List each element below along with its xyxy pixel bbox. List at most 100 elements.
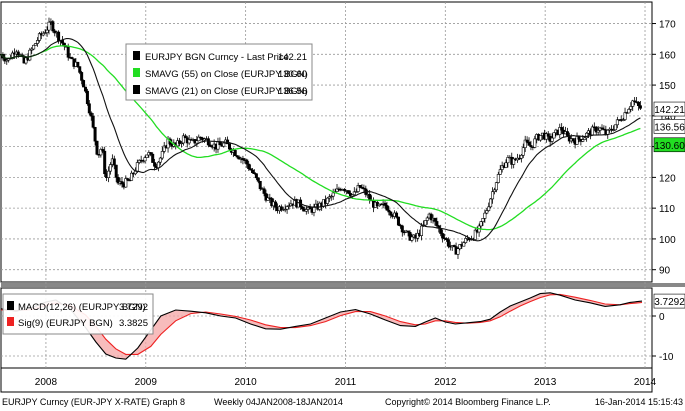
candle-body (613, 124, 617, 131)
footer-copyright: Copyright© 2014 Bloomberg Finance L.P. (385, 397, 551, 407)
candle-body (101, 149, 105, 152)
candle-body (258, 180, 262, 190)
candle-body (107, 170, 111, 179)
price-y-tick-label: 120 (659, 173, 676, 184)
candle-body (312, 206, 316, 213)
candle-body (208, 144, 212, 147)
candle-body (581, 139, 585, 142)
macd-y-tick-label: 0 (659, 312, 665, 323)
candle-body (529, 145, 533, 148)
candle-body (116, 177, 120, 184)
price-y-tick-label: 140 (659, 112, 676, 123)
candle-body (80, 72, 84, 81)
candle-body (287, 205, 291, 207)
candle-body (82, 80, 86, 88)
candle-body (352, 191, 356, 195)
candle-body (481, 218, 485, 222)
candle-body (41, 32, 45, 36)
x-tick-label: 2009 (135, 377, 158, 388)
price-last-value-label-box (653, 137, 685, 153)
panel-separator (1, 283, 685, 287)
candle-body (506, 157, 510, 164)
candle-body (356, 185, 360, 192)
candle-body (151, 153, 155, 163)
candle-body (594, 126, 598, 133)
legend-value-sma21: 136.56 (278, 86, 307, 97)
candle-body (233, 150, 237, 156)
legend-value-sig: 3.3825 (119, 318, 148, 329)
candle-body (256, 177, 260, 182)
candle-body (325, 197, 329, 204)
candle-body (76, 61, 80, 67)
candle-body (283, 208, 287, 211)
candle-body (103, 150, 107, 175)
candle-body (441, 233, 445, 239)
legend-swatch-price (133, 51, 140, 60)
candle-body (37, 33, 41, 41)
candle-body (274, 201, 278, 208)
x-tick-label: 2014 (634, 377, 657, 388)
candle-body (491, 191, 495, 200)
candle-body (512, 158, 516, 165)
candle-body (308, 207, 312, 210)
candle-body (385, 205, 389, 211)
candle-body (533, 138, 537, 148)
price-legend: EURJPY BGN Curncy - Last Price 142.21 SM… (125, 43, 313, 101)
candle-body (199, 136, 203, 139)
candle-body (621, 119, 625, 121)
candle-body (575, 136, 579, 145)
candle-body (408, 232, 412, 241)
candle-body (89, 112, 93, 117)
price-y-tick-label: 150 (659, 81, 676, 92)
candle-body (565, 131, 569, 136)
candle-body (24, 57, 28, 64)
candle-body (16, 51, 20, 56)
candle-body (560, 127, 564, 131)
candle-body (521, 147, 525, 156)
candle-body (28, 49, 32, 61)
candle-body (335, 188, 339, 192)
price-y-tick-label: 170 (659, 20, 676, 31)
candle-body (494, 182, 498, 191)
candle-body (126, 178, 130, 181)
sma55-line (0, 45, 641, 231)
price-y-tick-label: 110 (659, 204, 675, 215)
candle-body (254, 173, 258, 179)
price-gridlines (1, 23, 652, 271)
footer-range: Weekly 04JAN2008-18JAN2014 (214, 397, 343, 407)
candle-body (558, 127, 562, 136)
legend-value-price: 142.21 (278, 52, 307, 63)
candle-body (571, 138, 575, 142)
x-axis-strip (0, 367, 653, 393)
macd-signal-fill (1, 292, 642, 360)
candle-body (300, 206, 304, 210)
candle-body (362, 187, 366, 190)
candle-body (70, 57, 74, 60)
legend-swatch-macd (7, 301, 14, 310)
candle-body (112, 158, 116, 166)
candle-body (410, 236, 414, 241)
candle-body (487, 206, 491, 211)
candle-body (425, 217, 429, 221)
last-value-labels: 142.21 136.56 130.60 3.7292 (653, 101, 685, 309)
macd-y-tick-label: -10 (659, 352, 674, 363)
candle-body (446, 239, 450, 247)
price-last-value-label-box (653, 119, 685, 134)
candle-body (124, 178, 128, 188)
candle-body (66, 46, 70, 58)
price-last-value-label-box (653, 101, 685, 117)
candle-body (327, 196, 331, 199)
candle-body (35, 40, 39, 44)
candle-body (222, 142, 226, 147)
candle-body (252, 172, 256, 174)
candle-body (631, 100, 635, 107)
candle-body (245, 159, 249, 165)
candle-body (153, 162, 157, 167)
candle-body (218, 141, 222, 146)
candle-body (473, 229, 477, 240)
macd-last-value-label-box (653, 293, 685, 309)
candle-body (489, 198, 493, 208)
candle-body (398, 224, 402, 227)
candle-body (227, 143, 231, 150)
